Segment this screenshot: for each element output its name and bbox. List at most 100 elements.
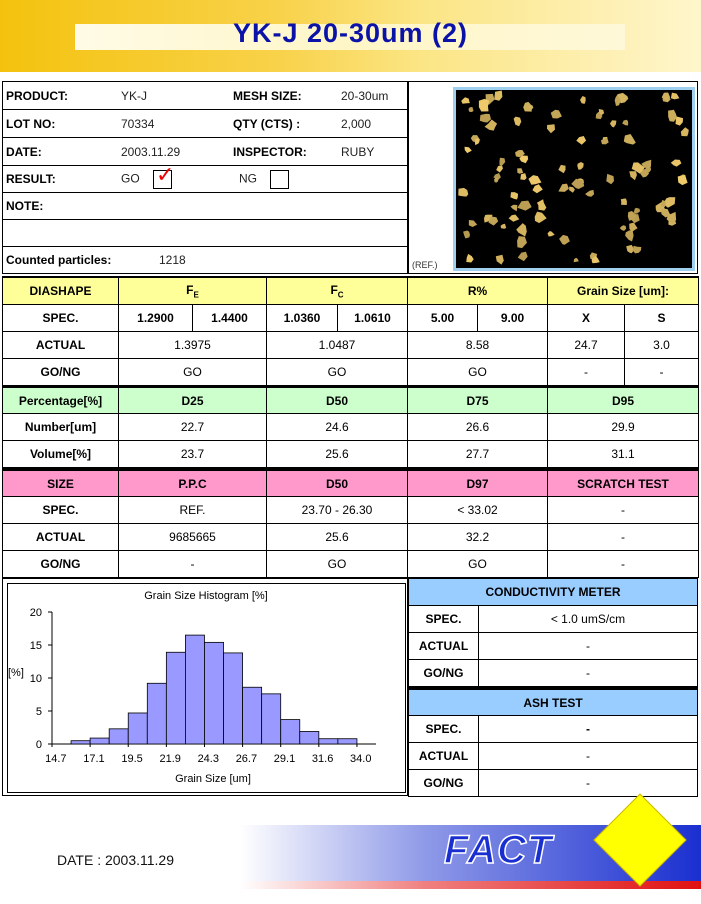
inspector-value: RUBY <box>341 144 375 159</box>
scratch-spec: - <box>547 496 699 524</box>
r-percent-header: R% <box>407 276 548 305</box>
histogram-bar <box>337 738 358 745</box>
x-tick-label: 19.5 <box>121 753 142 765</box>
grain-particle <box>534 211 547 224</box>
ppc-gong: - <box>118 550 267 578</box>
cond-actual: - <box>478 632 698 660</box>
grain-particle <box>528 104 534 110</box>
ash-header: ASH TEST <box>408 688 698 716</box>
grain-particle <box>516 223 527 237</box>
volume-d95: 31.1 <box>547 440 699 468</box>
scratch-actual: - <box>547 523 699 551</box>
d97-header: D97 <box>407 469 548 497</box>
grain-particle <box>625 230 634 242</box>
histogram-bar <box>280 719 301 745</box>
info-row-blank <box>3 220 407 247</box>
grain-particle <box>466 253 474 263</box>
note-label: NOTE: <box>6 199 44 213</box>
grain-particle <box>558 164 566 174</box>
qty-value: 2,000 <box>341 116 372 131</box>
grain-particle <box>627 211 636 221</box>
y-tick-label: 5 <box>36 706 42 718</box>
grain-particle <box>513 116 522 127</box>
grain-s-label: S <box>623 303 700 332</box>
d75-header: D75 <box>407 386 548 414</box>
reference-photo-panel: (REF.) <box>408 81 698 274</box>
grain-particle <box>494 90 503 101</box>
volume-d50: 25.6 <box>266 440 408 468</box>
ng-checkbox[interactable] <box>270 169 290 189</box>
x-tick-label: 29.1 <box>274 753 295 765</box>
chart-title: Grain Size Histogram [%] <box>144 590 267 602</box>
go-checkbox[interactable]: ✓ <box>153 163 174 189</box>
grain-particle <box>519 155 529 164</box>
grain-particle <box>559 234 570 245</box>
fact-logo: FACT <box>443 827 553 873</box>
grain-particle <box>609 120 617 128</box>
gong-label: GO/NG <box>2 357 119 386</box>
diashape-header: DIASHAPE <box>2 276 119 305</box>
x-tick-label: 31.6 <box>312 753 333 765</box>
grain-particle <box>619 225 627 231</box>
d50-header: D50 <box>266 386 408 414</box>
grain-particle <box>576 136 587 145</box>
histogram-chart: Grain Size Histogram [%] [%] Grain Size … <box>8 590 376 785</box>
grain-particle <box>595 111 603 120</box>
grain-s-actual: 3.0 <box>623 330 700 359</box>
conductivity-header: CONDUCTIVITY METER <box>408 578 698 606</box>
histogram-bar <box>70 740 91 745</box>
number-d50: 24.6 <box>266 413 408 441</box>
grain-particle <box>547 231 555 237</box>
grain-particle <box>640 169 649 178</box>
x-tick-label: 34.0 <box>350 753 371 765</box>
grain-particle <box>629 222 638 233</box>
grain-particle <box>573 257 579 263</box>
grain-particle <box>510 204 518 212</box>
ash-actual: - <box>478 742 698 770</box>
grain-particle <box>517 200 532 211</box>
grain-particle <box>661 208 671 218</box>
y-tick-label: 20 <box>30 607 42 619</box>
d97-spec: < 33.02 <box>407 496 548 524</box>
scratch-gong: - <box>547 550 699 578</box>
qty-label: QTY (CTS) : <box>233 116 301 131</box>
grain-s-gong: - <box>623 357 700 386</box>
footer-red-band <box>240 881 701 889</box>
fe-gong: GO <box>118 357 267 386</box>
ash-spec-label: SPEC. <box>408 715 479 743</box>
size-table: SIZE P.P.C D50 D97 SCRATCH TEST SPEC. RE… <box>2 468 699 578</box>
grain-particle <box>510 192 518 200</box>
x-axis-label: Grain Size [um] <box>175 773 251 785</box>
histogram-bar <box>127 712 148 745</box>
number-d25: 22.7 <box>118 413 267 441</box>
fe-spec-min: 1.2900 <box>118 303 193 332</box>
d50-gong: GO <box>266 550 408 578</box>
grain-particle <box>663 197 676 208</box>
y-axis-label: [%] <box>8 667 24 679</box>
result-label: RESULT: <box>6 172 56 186</box>
grain-particle <box>580 96 586 104</box>
size-actual-label: ACTUAL <box>2 523 119 551</box>
grain-particle <box>528 175 542 185</box>
spec-label: SPEC. <box>2 303 119 332</box>
d50-actual: 25.6 <box>266 523 408 551</box>
ppc-header: P.P.C <box>118 469 267 497</box>
fc-gong: GO <box>266 357 408 386</box>
header-stripe <box>75 24 625 50</box>
grain-particle <box>680 127 689 137</box>
y-tick-label: 15 <box>30 640 42 652</box>
volume-d25: 23.7 <box>118 440 267 468</box>
diashape-table: DIASHAPE FE FC R% Grain Size [um]: SPEC.… <box>2 276 700 386</box>
percentage-header: Percentage[%] <box>2 386 119 414</box>
mesh-label: MESH SIZE: <box>233 88 302 103</box>
r-spec-min: 5.00 <box>407 303 478 332</box>
size-d50-header: D50 <box>266 469 408 497</box>
grain-particle <box>668 109 677 122</box>
inspector-label: INSPECTOR: <box>233 144 307 159</box>
grain-particle <box>614 95 621 106</box>
grain-particle <box>520 173 527 180</box>
grain-particles <box>458 90 689 265</box>
grain-particle <box>606 173 614 185</box>
header-banner: YK-J 20-30um (2) <box>0 0 701 72</box>
x-tick-label: 14.7 <box>45 753 66 765</box>
